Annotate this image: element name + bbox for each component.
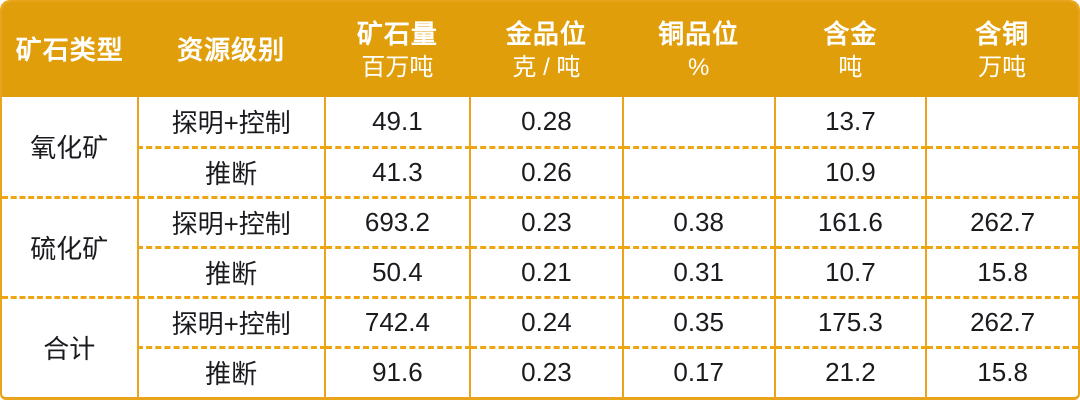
cell-gold-content: 21.2: [773, 347, 927, 397]
table-row: 推断 41.3 0.26 10.9: [2, 147, 1078, 199]
header-unit: 克 / 吨: [512, 53, 581, 81]
cell-gold-grade: 0.26: [469, 147, 623, 199]
cell-copper-content: [925, 97, 1078, 149]
cell-gold-content: 10.7: [773, 247, 927, 299]
table-row: 推断 91.6 0.23 0.17 21.2 15.8: [2, 347, 1078, 397]
cell-gold-grade: 0.24: [469, 297, 623, 349]
cell-resource-level: 推断: [136, 147, 325, 199]
column-header-copper-grade: 铜品位 %: [622, 2, 775, 97]
cell-resource-level: 探明+控制: [136, 297, 325, 349]
header-label: 矿石量: [356, 18, 438, 49]
header-unit: 百万吨: [361, 53, 434, 81]
table-row: 合计 探明+控制 742.4 0.24 0.35 175.3 262.7: [2, 297, 1078, 364]
header-unit: %: [687, 53, 710, 81]
table-row: 硫化矿 探明+控制 693.2 0.23 0.38 161.6 262.7: [2, 197, 1078, 299]
cell-copper-grade: [621, 97, 775, 149]
cell-gold-grade: 0.21: [469, 247, 623, 299]
cell-copper-grade: 0.31: [621, 247, 775, 299]
header-label: 资源级别: [177, 34, 286, 65]
header-label: 金品位: [505, 18, 587, 49]
cell-ore-type: 硫化矿: [2, 197, 138, 299]
table-header: 矿石类型 资源级别 矿石量 百万吨 金品位 克 / 吨 铜品位 %: [2, 2, 1078, 97]
cell-ore-tonnage: 49.1: [323, 97, 471, 149]
header-label: 含铜: [975, 18, 1030, 49]
cell-copper-content: 15.8: [925, 247, 1078, 299]
cell-gold-grade: 0.23: [469, 197, 623, 249]
header-label: 矿石类型: [15, 34, 124, 65]
header-unit: 万吨: [978, 53, 1027, 81]
cell-copper-content: 262.7: [925, 197, 1078, 249]
cell-gold-grade: 0.23: [469, 347, 623, 397]
cell-ore-tonnage: 91.6: [323, 347, 471, 397]
header-row: 矿石类型 资源级别 矿石量 百万吨 金品位 克 / 吨 铜品位 %: [2, 2, 1078, 97]
cell-copper-content: 262.7: [925, 297, 1078, 349]
cell-gold-content: 175.3: [773, 297, 927, 349]
cell-copper-grade: 0.17: [621, 347, 775, 397]
column-header-ore-tonnage: 矿石量 百万吨: [324, 2, 471, 97]
header-label: 铜品位: [658, 18, 740, 49]
header-label: 含金: [823, 18, 878, 49]
cell-gold-grade: 0.28: [469, 97, 623, 149]
column-header-gold-grade: 金品位 克 / 吨: [470, 2, 623, 97]
column-header-resource-level: 资源级别: [137, 2, 325, 97]
cell-resource-level: 推断: [136, 347, 325, 397]
cell-copper-grade: [621, 147, 775, 199]
cell-gold-content: 161.6: [773, 197, 927, 249]
table-row: 氧化矿 探明+控制 49.1 0.28 13.7: [2, 97, 1078, 199]
cell-ore-tonnage: 41.3: [323, 147, 471, 199]
cell-ore-tonnage: 50.4: [323, 247, 471, 299]
column-header-copper-content: 含铜 万吨: [926, 2, 1078, 97]
cell-ore-tonnage: 693.2: [323, 197, 471, 249]
cell-copper-grade: 0.35: [621, 297, 775, 349]
cell-copper-content: 15.8: [925, 347, 1078, 397]
table-row: 推断 50.4 0.21 0.31 10.7 15.8: [2, 247, 1078, 299]
cell-resource-level: 探明+控制: [136, 97, 325, 149]
column-header-ore-type: 矿石类型: [2, 2, 138, 97]
column-header-gold-content: 含金 吨: [774, 2, 927, 97]
cell-resource-level: 探明+控制: [136, 197, 325, 249]
cell-ore-type: 合计: [43, 334, 96, 365]
header-unit: 吨: [838, 53, 863, 81]
table-body: 氧化矿 探明+控制 49.1 0.28 13.7 推断 41.3 0.26 10…: [2, 97, 1078, 397]
cell-gold-content: 13.7: [773, 97, 927, 149]
cell-copper-grade: 0.38: [621, 197, 775, 249]
cell-ore-tonnage: 742.4: [323, 297, 471, 349]
cell-ore-type: 氧化矿: [2, 97, 138, 199]
cell-gold-content: 10.9: [773, 147, 927, 199]
cell-resource-level: 推断: [136, 247, 325, 299]
cell-copper-content: [925, 147, 1078, 199]
